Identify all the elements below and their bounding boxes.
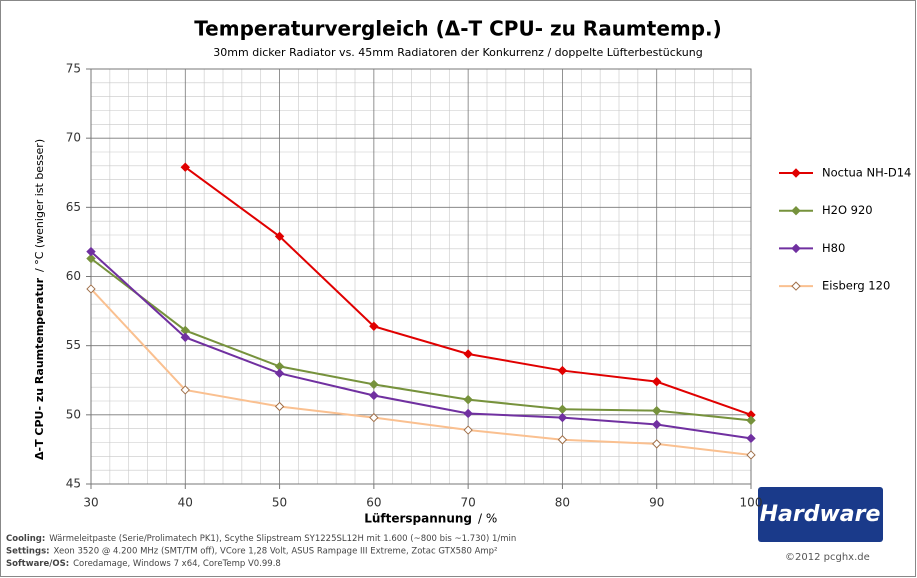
y-tick-label: 45 [66,477,81,491]
x-tick-label: 60 [366,496,381,510]
data-point [369,321,379,332]
data-point [86,284,96,294]
footer-label: Settings: [6,546,50,556]
y-tick-label: 55 [66,338,81,352]
data-point [557,412,568,423]
x-tick-label: 30 [83,496,98,510]
data-point [652,439,662,449]
y-axis-unit: / °C (weniger ist besser) [33,139,46,272]
y-tick-label: 50 [66,407,81,421]
data-point [180,332,190,343]
data-point [274,401,285,412]
series-line [90,250,752,440]
chart-title: Temperaturvergleich (Δ-T CPU- zu Raumtem… [194,17,722,41]
plot-border [90,68,752,485]
data-point [274,368,285,379]
data-point [369,390,379,401]
data-point [463,425,473,435]
legend-marker [791,281,801,291]
footer-line: Cooling: Wärmeleitpaste (Serie/Prolimatec… [6,534,516,544]
x-axis-label: Lüfterspannung [364,512,472,526]
y-tick-label: 70 [66,131,81,145]
data-point [557,365,568,376]
footer-text: Coredamage, Windows 7 x64, CoreTemp V0.9… [73,559,281,569]
footer-text: Wärmeleitpaste (Serie/Prolimatech PK1), … [49,534,516,544]
y-axis-label: Δ-T CPU- zu Raumtemperatur [33,277,46,460]
series-line [90,257,752,422]
footer-line: Software/OS: Coredamage, Windows 7 x64, C… [6,559,281,569]
data-point [746,433,756,444]
x-tick-label: 90 [649,496,664,510]
footer-label: Cooling: [6,534,45,544]
x-tick-label: 100 [740,496,763,510]
y-tick-label: 60 [66,269,81,283]
data-point [369,412,379,423]
data-point [180,162,190,172]
data-point [652,376,662,387]
x-tick-label: 50 [272,496,287,510]
logo-bg [758,487,883,542]
logo-box: Hardware [758,487,883,542]
data-point [652,419,662,430]
y-tick-label: 75 [66,62,81,76]
data-point [86,246,96,257]
data-point [274,231,285,242]
y-axis-title: Δ-T CPU- zu Raumtemperatur / °C (weniger… [33,139,46,460]
footer-text: Xeon 3520 @ 4.200 MHz (SMT/TM off), VCor… [54,546,498,556]
data-point [463,349,473,359]
data-point [463,408,473,419]
data-point [86,253,96,264]
legend-label: Eisberg 120 [822,279,890,293]
data-point [369,379,379,390]
copyright: ©2012 pcghx.de [785,552,870,563]
footer-label: Software/OS: [6,559,69,569]
legend-marker [791,205,801,216]
y-tick-label: 65 [66,200,81,214]
chart-subtitle: 30mm dicker Radiator vs. 45mm Radiatoren… [213,46,702,59]
x-tick-label: 80 [555,496,570,510]
x-axis-unit: / % [478,512,497,526]
data-point [180,385,190,395]
legend-label: Noctua NH-D14 [822,166,911,180]
x-tick-label: 40 [178,496,193,510]
legend-label: H2O 920 [822,203,873,217]
data-point [557,435,568,445]
data-point [652,405,662,416]
footer-line: Settings: Xeon 3520 @ 4.200 MHz (SMT/TM o… [6,546,497,556]
legend-marker [791,168,801,178]
data-point [746,415,756,426]
legend-label: H80 [822,241,845,255]
series-line [90,288,752,456]
x-tick-label: 70 [461,496,476,510]
data-point [463,394,473,405]
legend-marker [791,243,801,254]
data-point [746,450,756,460]
logo-text: Hardware [760,502,881,527]
